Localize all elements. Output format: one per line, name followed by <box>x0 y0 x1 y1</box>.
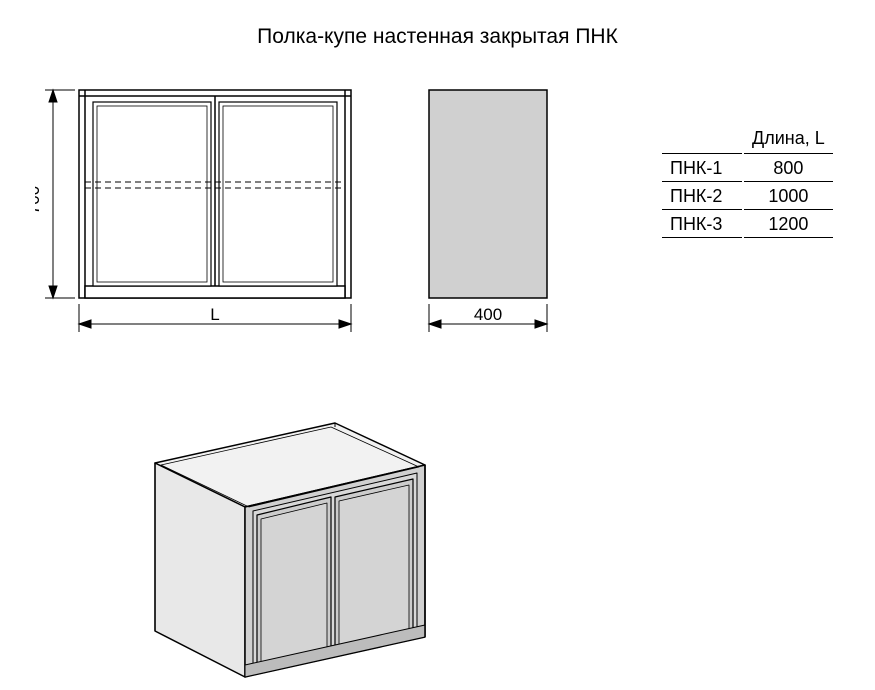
dim-height <box>45 90 75 298</box>
dim-height-text: 700 <box>35 186 43 214</box>
dim-width-text: L <box>210 305 219 324</box>
cabinet-side <box>429 90 547 298</box>
table-row: ПНК-1 800 <box>662 156 833 182</box>
spec-table: Длина, L ПНК-1 800 ПНК-2 1000 ПНК-3 1200 <box>660 122 835 240</box>
front-view: 700 L <box>35 82 365 342</box>
page-title: Полка-купе настенная закрытая ПНК <box>0 25 875 49</box>
table-row: ПНК-2 1000 <box>662 184 833 210</box>
spec-header: Длина, L <box>744 124 833 154</box>
iso-view <box>105 395 445 690</box>
cabinet-front <box>79 90 351 298</box>
dim-depth-text: 400 <box>474 305 502 324</box>
side-view: 400 <box>415 82 585 342</box>
table-row: ПНК-3 1200 <box>662 212 833 238</box>
